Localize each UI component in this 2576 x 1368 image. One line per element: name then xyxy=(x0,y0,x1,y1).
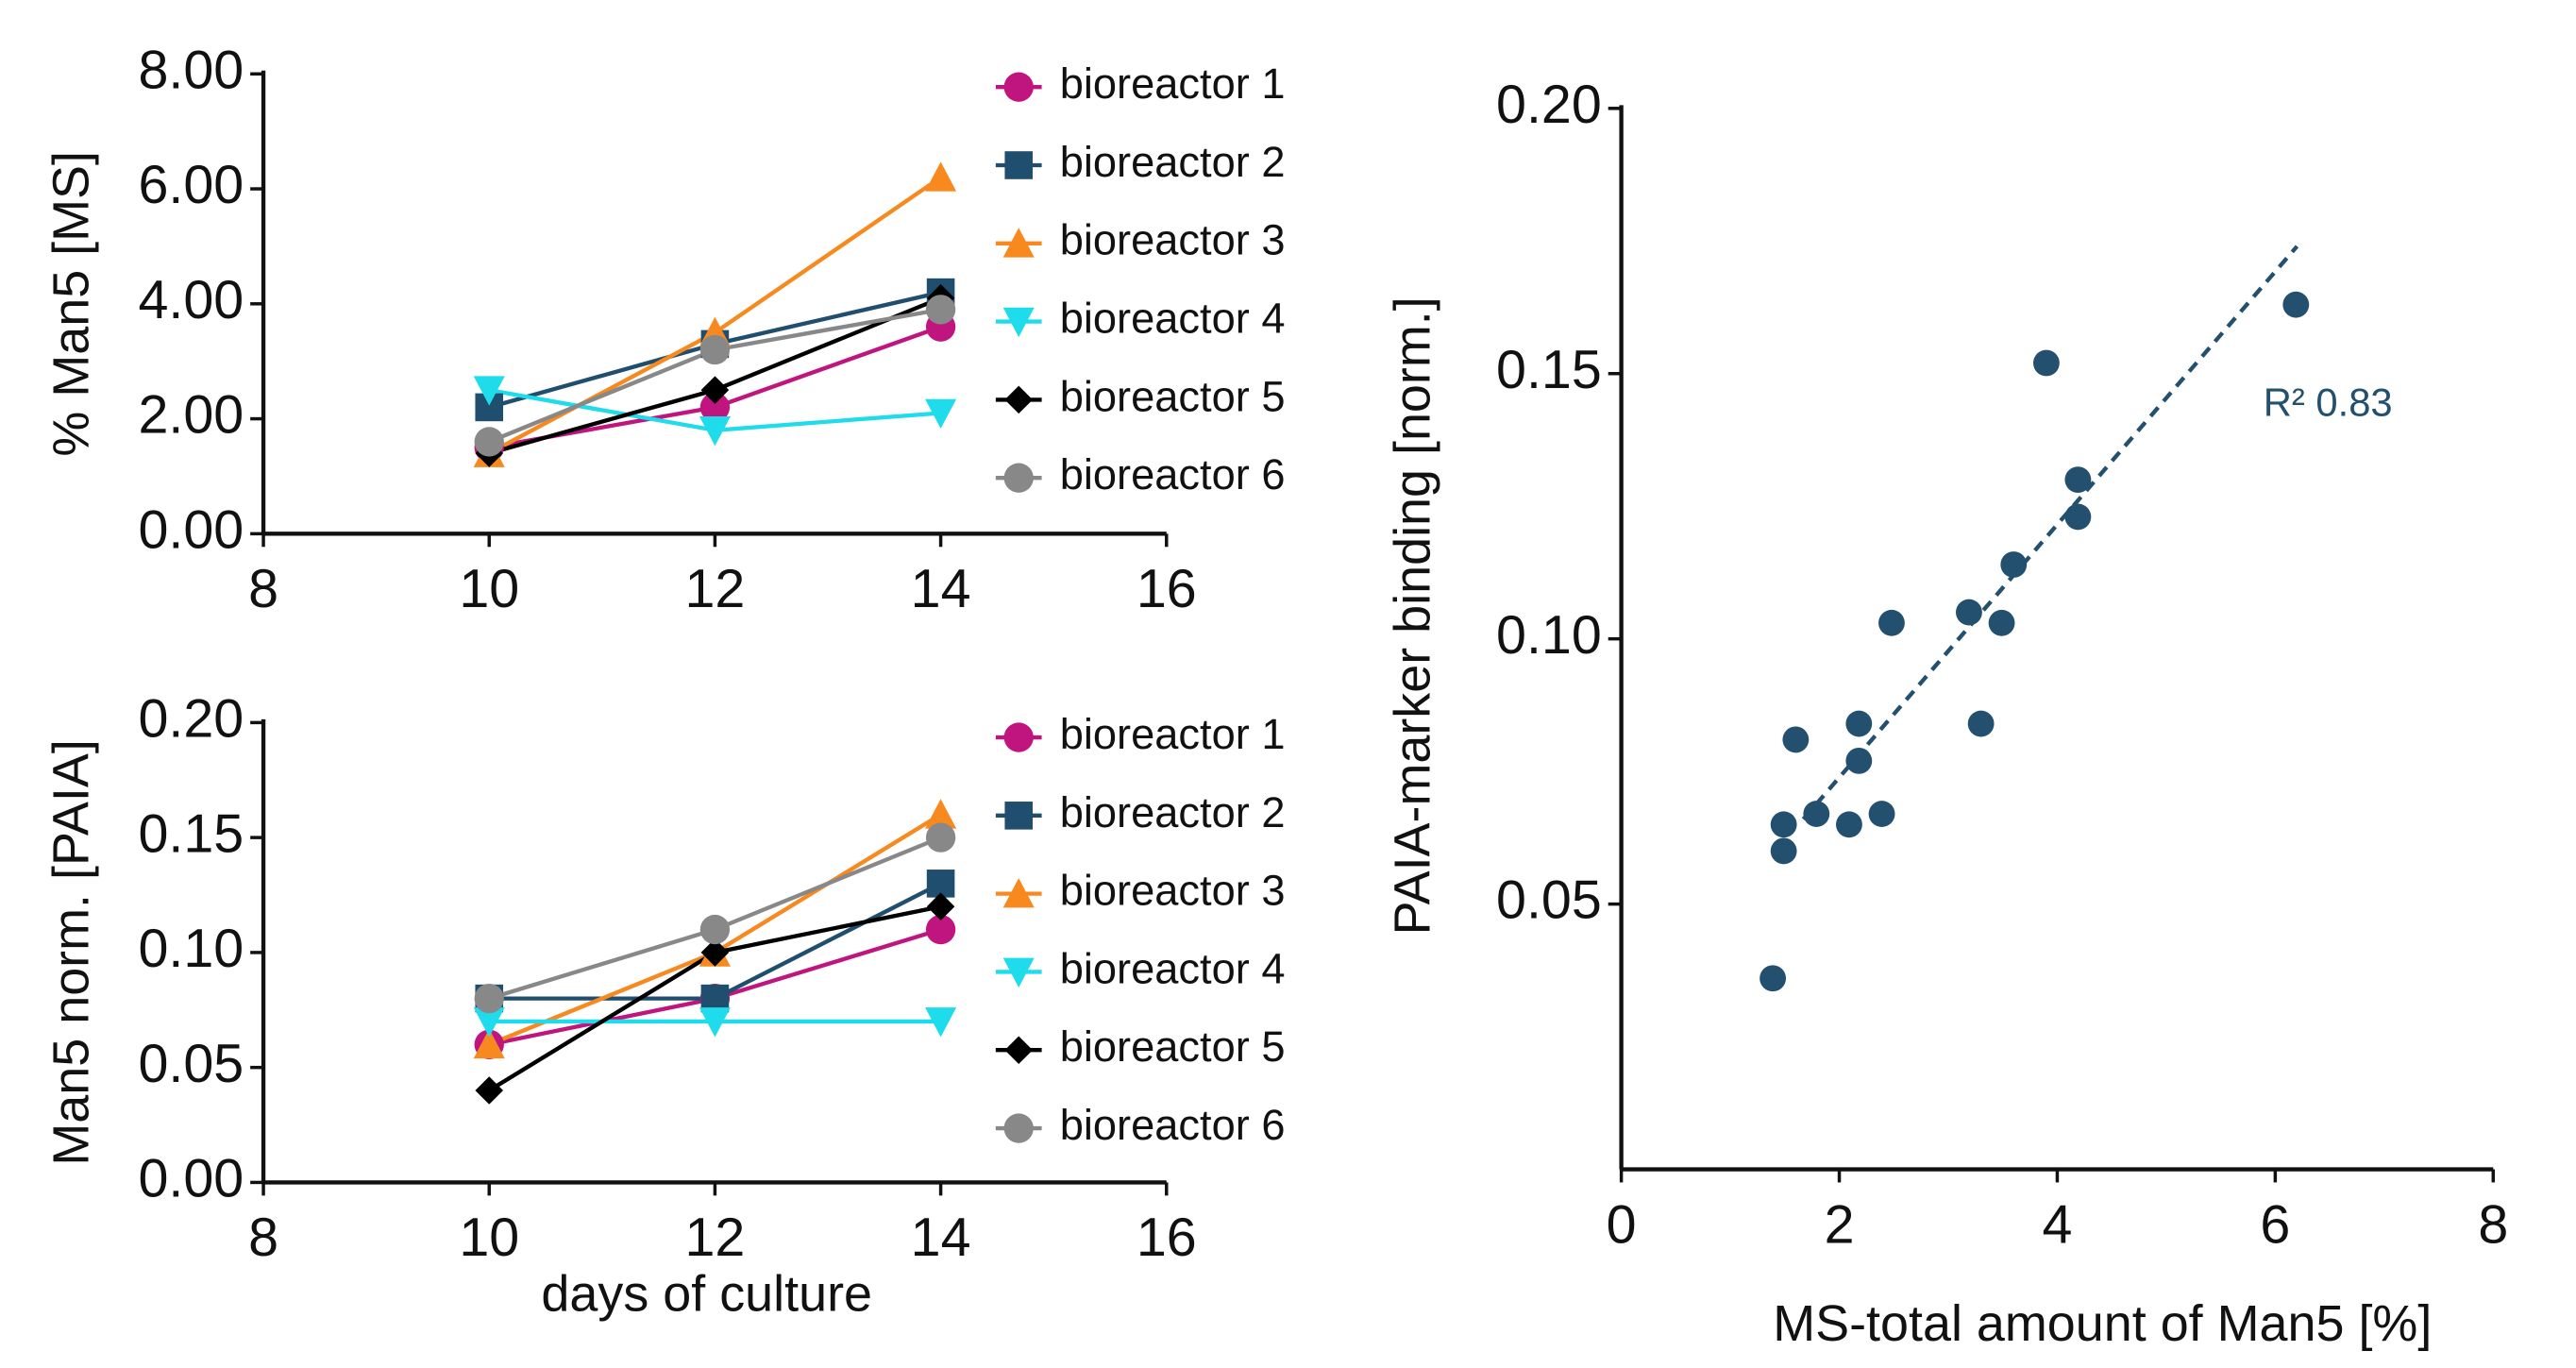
marker xyxy=(699,914,731,945)
point xyxy=(1878,609,1905,636)
marker xyxy=(699,392,731,423)
x-tick-label: 10 xyxy=(459,559,519,619)
x-tick-label: 12 xyxy=(684,559,745,619)
legend-label: bioreactor 4 xyxy=(1060,295,1286,343)
point xyxy=(1845,747,1873,774)
point xyxy=(1988,609,2015,636)
point xyxy=(1770,811,1797,838)
x-tick-label: 8 xyxy=(248,1208,278,1268)
y-tick-label: 8.00 xyxy=(138,40,244,100)
y-axis-label: Man5 norm. [PAIA] xyxy=(42,739,99,1165)
x-tick-label: 8 xyxy=(248,559,278,619)
marker xyxy=(1003,722,1034,752)
point xyxy=(2032,349,2060,377)
marker xyxy=(473,1028,505,1059)
point xyxy=(1782,726,1810,753)
marker xyxy=(925,914,956,945)
legend-label: bioreactor 2 xyxy=(1060,138,1286,186)
marker xyxy=(925,1007,957,1038)
point xyxy=(1836,811,1862,838)
x-tick-label: 16 xyxy=(1136,559,1197,619)
marker xyxy=(925,398,957,430)
marker xyxy=(1003,1113,1034,1143)
marker xyxy=(474,983,504,1014)
marker xyxy=(1002,228,1035,258)
marker xyxy=(1002,957,1035,988)
marker xyxy=(1002,307,1035,338)
marker xyxy=(1004,385,1034,414)
y-tick-label: 0.15 xyxy=(1496,340,1602,400)
point xyxy=(1770,837,1797,865)
y-axis-label: % Man5 [MS] xyxy=(42,151,99,457)
x-tick-label: 14 xyxy=(911,1208,971,1268)
marker xyxy=(1004,151,1034,179)
y-tick-label: 0.10 xyxy=(138,919,244,979)
y-tick-label: 0.05 xyxy=(138,1034,244,1094)
y-tick-label: 6.00 xyxy=(138,155,244,215)
marker xyxy=(925,161,957,192)
point xyxy=(2282,291,2310,318)
point xyxy=(2064,503,2092,531)
y-tick-label: 0.00 xyxy=(138,1149,244,1209)
marker xyxy=(1004,1036,1034,1065)
x-tick-label: 16 xyxy=(1136,1208,1197,1268)
legend-label: bioreactor 6 xyxy=(1060,1101,1286,1149)
point xyxy=(1956,599,1982,626)
x-tick-label: 10 xyxy=(459,1208,519,1268)
x-tick-label: 14 xyxy=(911,559,971,619)
legend-label: bioreactor 2 xyxy=(1060,788,1286,836)
x-tick-label: 12 xyxy=(684,1208,745,1268)
x-axis-label: MS-total amount of Man5 [%] xyxy=(1773,1295,2432,1352)
y-tick-label: 4.00 xyxy=(138,270,244,330)
annotation: R² 0.83 xyxy=(2264,380,2393,425)
marker xyxy=(1003,463,1034,493)
legend-label: bioreactor 6 xyxy=(1060,450,1286,498)
y-axis-label: PAIA-marker binding [norm.] xyxy=(1384,296,1440,935)
legend-label: bioreactor 5 xyxy=(1060,372,1286,420)
legend-label: bioreactor 3 xyxy=(1060,867,1286,915)
marker xyxy=(1004,802,1034,830)
x-tick-label: 0 xyxy=(1607,1194,1637,1255)
legend-label: bioreactor 3 xyxy=(1060,216,1286,264)
point xyxy=(1845,710,1873,737)
x-tick-label: 2 xyxy=(1825,1194,1855,1255)
marker xyxy=(474,427,504,457)
x-axis-label: days of culture xyxy=(541,1265,872,1322)
point xyxy=(1967,710,1995,737)
point xyxy=(1868,801,1895,827)
marker xyxy=(1002,878,1035,908)
y-tick-label: 0.00 xyxy=(138,499,244,560)
marker xyxy=(1003,72,1034,102)
marker xyxy=(699,415,731,447)
x-tick-label: 8 xyxy=(2478,1194,2508,1255)
marker xyxy=(473,1007,505,1038)
legend-label: bioreactor 4 xyxy=(1060,944,1286,992)
marker xyxy=(926,892,955,920)
x-tick-label: 6 xyxy=(2260,1194,2290,1255)
point xyxy=(1759,965,1787,992)
y-tick-label: 0.05 xyxy=(1496,870,1602,931)
x-tick-label: 4 xyxy=(2042,1194,2072,1255)
legend-label: bioreactor 1 xyxy=(1060,710,1286,758)
point xyxy=(1803,801,1830,827)
y-tick-label: 0.20 xyxy=(1496,75,1602,135)
y-tick-label: 0.20 xyxy=(138,689,244,750)
legend-label: bioreactor 1 xyxy=(1060,59,1286,108)
marker xyxy=(925,822,956,853)
marker xyxy=(699,334,731,365)
y-tick-label: 0.10 xyxy=(1496,605,1602,666)
y-tick-label: 2.00 xyxy=(138,385,244,446)
legend-label: bioreactor 5 xyxy=(1060,1022,1286,1071)
marker xyxy=(925,295,956,325)
point xyxy=(2000,551,2028,578)
point xyxy=(2064,466,2092,494)
marker xyxy=(475,1076,504,1105)
marker xyxy=(699,1007,731,1038)
y-tick-label: 0.15 xyxy=(138,803,244,864)
marker xyxy=(925,799,957,829)
trend-line xyxy=(1801,245,2299,821)
marker xyxy=(473,376,505,406)
